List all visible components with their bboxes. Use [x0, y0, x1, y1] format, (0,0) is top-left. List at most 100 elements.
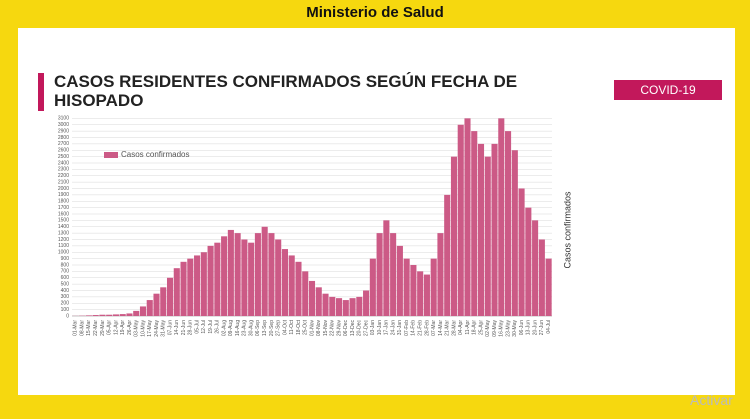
y-tick-label: 0 — [66, 313, 69, 319]
x-tick-label: 31-Jan — [397, 320, 403, 336]
x-tick-label: 11-Apr — [465, 320, 471, 335]
x-tick-label: 19-Jul — [208, 320, 214, 334]
bar — [302, 271, 309, 316]
y-axis-label: Casos confirmados — [562, 191, 572, 269]
y-tick-label: 2200 — [58, 173, 69, 179]
x-tick-label: 09-May — [492, 320, 498, 337]
bar — [295, 261, 302, 316]
y-tick-label: 2500 — [58, 154, 69, 160]
x-tick-label: 02-May — [485, 320, 491, 337]
bar — [281, 249, 288, 316]
bar — [349, 298, 356, 316]
y-tick-label: 1000 — [58, 250, 69, 256]
x-tick-label: 25-Apr — [478, 320, 484, 335]
bar — [329, 296, 336, 316]
x-tick-label: 24-Jan — [390, 320, 396, 336]
x-tick-label: 04-Jul — [546, 320, 552, 334]
bar — [518, 188, 525, 316]
bar — [254, 233, 261, 316]
x-tick-label: 11-Oct — [289, 319, 295, 334]
y-tick-label: 1200 — [58, 237, 69, 243]
x-tick-label: 20-Sep — [269, 320, 275, 336]
y-tick-label: 100 — [61, 307, 70, 313]
legend-label: Casos confirmados — [121, 150, 189, 159]
watermark: Activar — [690, 392, 733, 408]
bar — [363, 290, 370, 316]
x-tick-label: 18-Oct — [296, 319, 302, 335]
bar — [275, 239, 282, 316]
x-tick-label: 07-Jun — [167, 320, 173, 336]
x-tick-label: 28-Mar — [451, 320, 457, 336]
x-tick-label: 19-Apr — [120, 320, 126, 335]
x-tick-label: 17-Jan — [384, 320, 390, 336]
x-tick-label: 09-Aug — [228, 320, 234, 336]
bar — [146, 300, 153, 316]
bar — [315, 287, 322, 316]
y-tick-label: 300 — [61, 294, 70, 300]
bar — [532, 220, 539, 316]
bar — [369, 258, 376, 316]
x-tick-label: 14-Jun — [174, 320, 180, 336]
bar — [261, 226, 268, 316]
x-tick-label: 07-Mar — [431, 320, 437, 336]
x-tick-label: 20-Jun — [532, 320, 538, 336]
bar — [356, 296, 363, 316]
bar — [437, 233, 444, 316]
bar — [390, 233, 397, 316]
bar — [498, 118, 505, 316]
header: Ministerio de Salud — [306, 4, 444, 21]
y-tick-label: 2400 — [58, 160, 69, 166]
x-tick-label: 26-Apr — [127, 320, 133, 335]
y-tick-label: 400 — [61, 288, 70, 294]
bar — [322, 293, 329, 316]
x-tick-label: 13-Dec — [350, 320, 356, 337]
bar — [248, 242, 255, 316]
legend-swatch — [104, 152, 118, 158]
title-accent — [38, 73, 44, 111]
y-tick-label: 700 — [61, 269, 70, 275]
bar — [227, 229, 234, 316]
bar — [430, 258, 437, 316]
x-tick-label: 21-Feb — [417, 320, 423, 336]
x-tick-label: 13-Jun — [526, 320, 532, 336]
bar — [153, 293, 160, 316]
x-tick-label: 26-Jul — [215, 320, 221, 334]
bar — [214, 242, 221, 316]
x-tick-label: 15-Nov — [323, 320, 329, 337]
bar — [133, 310, 140, 316]
x-tick-label: 04-Apr — [458, 320, 464, 335]
bar — [423, 274, 430, 316]
x-tick-label: 03-Jan — [370, 320, 376, 336]
y-tick-label: 1700 — [58, 205, 69, 211]
x-tick-label: 30-Aug — [248, 320, 254, 336]
bar — [139, 306, 147, 316]
bar — [471, 131, 478, 316]
x-tick-label: 27-Jun — [539, 320, 545, 336]
bar — [505, 131, 512, 316]
bar — [484, 156, 491, 316]
x-tick-label: 12-Apr — [113, 320, 119, 335]
y-tick-label: 500 — [61, 281, 70, 287]
bar — [106, 314, 113, 316]
y-tick-label: 2800 — [58, 135, 69, 141]
x-tick-label: 01-Mar — [73, 320, 79, 336]
x-tick-label: 08-Mar — [79, 320, 85, 336]
x-tick-label: 31-May — [161, 320, 167, 337]
y-tick-label: 3100 — [58, 116, 69, 122]
bar — [173, 268, 180, 316]
bar — [464, 118, 471, 316]
y-tick-label: 2900 — [58, 128, 69, 134]
x-tick-label: 08-Nov — [316, 320, 322, 337]
bar — [119, 314, 126, 316]
bar — [336, 298, 343, 316]
y-tick-label: 1100 — [58, 243, 69, 249]
bar — [417, 271, 424, 316]
x-tick-label: 14-Mar — [438, 320, 444, 336]
x-tick-label: 13-Sep — [262, 320, 268, 336]
y-tick-label: 1400 — [58, 224, 69, 230]
y-tick-label: 2300 — [58, 167, 69, 173]
bar — [268, 233, 275, 316]
bar — [241, 239, 248, 316]
bar — [187, 258, 194, 316]
